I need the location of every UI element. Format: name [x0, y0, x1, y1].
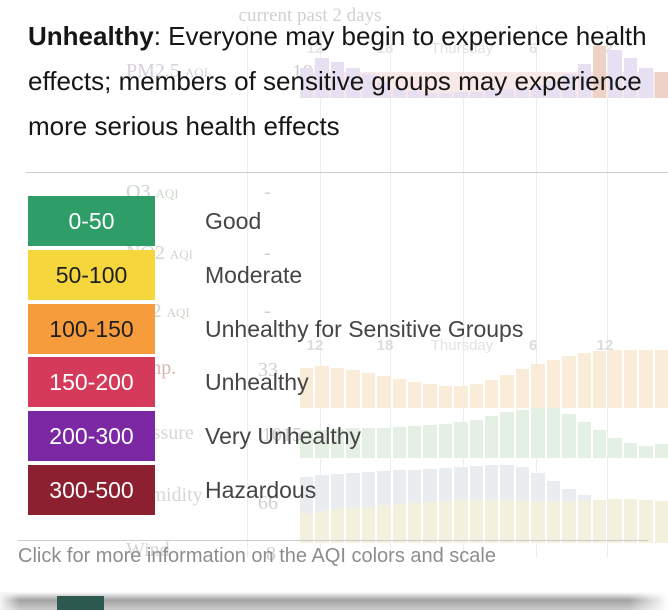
- legend-swatch-moderate: 50-100: [28, 250, 155, 300]
- axis-tick-label: 18: [376, 40, 394, 57]
- gridline: [247, 26, 248, 558]
- pressure-bar-chart: [300, 408, 668, 458]
- legend-swatch-good: 0-50: [28, 196, 155, 246]
- legend-row-hazardous[interactable]: 300-500 Hazardous: [28, 465, 648, 515]
- popup-title: Unhealthy: Everyone may begin to experie…: [28, 14, 662, 149]
- popup-title-description: : Everyone may begin to experience healt…: [28, 21, 647, 141]
- row-value-wind: 8: [266, 543, 276, 565]
- shadow-fade: [0, 592, 20, 610]
- row-value-so2: -: [264, 300, 271, 322]
- axis-tick-label: 6: [528, 337, 538, 354]
- gridline: [320, 26, 321, 558]
- row-value-temp: 33: [258, 359, 278, 381]
- legend-row-moderate[interactable]: 50-100 Moderate: [28, 250, 648, 300]
- gridline: [390, 26, 391, 558]
- bottom-divider: [18, 540, 648, 541]
- gridline: [536, 26, 537, 558]
- shadow-fade: [628, 592, 668, 610]
- legend-label-moderate: Moderate: [205, 262, 303, 288]
- row-label-pm25: PM2.5 AQI: [126, 60, 209, 82]
- legend-label-good: Good: [205, 208, 262, 234]
- axis-tick-label: 12: [596, 337, 614, 354]
- row-value-no2: -: [264, 242, 271, 264]
- legend-row-usg[interactable]: 100-150 Unhealthy for Sensitive Groups: [28, 304, 648, 354]
- axis-tick-label: 12: [306, 40, 324, 57]
- pm25-chart-band: [300, 72, 668, 98]
- axis-tick-label: Thursday: [430, 40, 494, 57]
- background-action-button[interactable]: [57, 596, 104, 610]
- legend-row-good[interactable]: 0-50 Good: [28, 196, 648, 246]
- card-drop-shadow: [0, 592, 668, 610]
- legend-swatch-very-unhealthy: 200-300: [28, 411, 155, 461]
- axis-tick-label: 12: [306, 337, 324, 354]
- legend-label-very-unhealthy: Very Unhealthy: [205, 423, 361, 449]
- legend-row-very-unhealthy[interactable]: 200-300 Very Unhealthy: [28, 411, 648, 461]
- top-divider: [26, 172, 668, 173]
- legend-swatch-hazardous: 300-500: [28, 465, 155, 515]
- axis-tick-label: Thursday: [430, 337, 494, 354]
- background-widget-title: current past 2 days: [238, 5, 382, 26]
- legend-label-unhealthy: Unhealthy: [205, 369, 309, 395]
- row-label-wind: Wind: [126, 539, 170, 561]
- axis-tick-label: 18: [376, 337, 394, 354]
- row-value-pressure: 1015: [262, 424, 302, 446]
- row-value-humidity: 66: [258, 492, 278, 514]
- temp-bar-chart: [300, 350, 668, 408]
- more-info-link[interactable]: Click for more information on the AQI co…: [18, 545, 496, 567]
- legend-label-hazardous: Hazardous: [205, 477, 317, 503]
- wind-bar-chart: [300, 499, 668, 543]
- legend-swatch-unhealthy: 150-200: [28, 357, 155, 407]
- axis-tick-label: 6: [528, 40, 538, 57]
- gridline: [463, 26, 464, 558]
- legend-swatch-usg: 100-150: [28, 304, 155, 354]
- pm25-bar-chart: [300, 46, 668, 98]
- gridline: [607, 26, 608, 558]
- legend-label-usg: Unhealthy for Sensitive Groups: [205, 316, 524, 342]
- popup-title-category: Unhealthy: [28, 21, 154, 51]
- row-value-o3: -: [264, 181, 271, 203]
- legend-row-unhealthy[interactable]: 150-200 Unhealthy: [28, 357, 648, 407]
